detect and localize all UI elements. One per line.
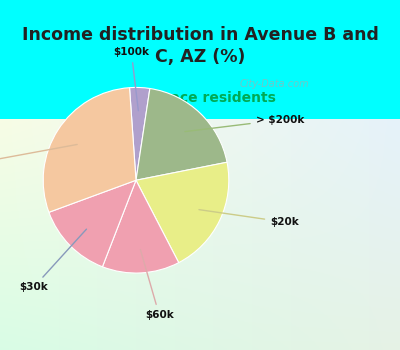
Wedge shape <box>43 88 136 212</box>
Wedge shape <box>49 180 136 267</box>
Wedge shape <box>130 88 150 180</box>
Text: City-Data.com: City-Data.com <box>240 79 310 89</box>
Text: Income distribution in Avenue B and
C, AZ (%): Income distribution in Avenue B and C, A… <box>22 26 378 66</box>
Text: $30k: $30k <box>20 229 86 292</box>
Wedge shape <box>102 180 179 273</box>
Wedge shape <box>136 162 229 262</box>
Text: $100k: $100k <box>113 47 149 111</box>
Wedge shape <box>136 89 227 180</box>
Text: Multirace residents: Multirace residents <box>124 91 276 105</box>
Text: $20k: $20k <box>199 210 299 227</box>
Text: > $200k: > $200k <box>185 115 304 132</box>
Text: $50k: $50k <box>0 145 77 169</box>
Text: $60k: $60k <box>140 250 174 320</box>
